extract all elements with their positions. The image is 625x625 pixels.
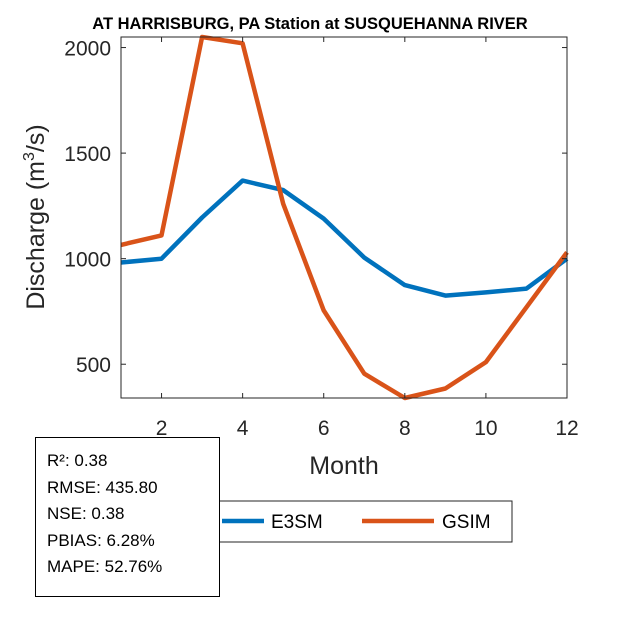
y-axis: 500 1000 1500 2000 [64,38,567,377]
x-tick-label: 10 [474,417,497,440]
plot-area [121,37,567,398]
chart-title: AT HARRISBURG, PA Station at SUSQUEHANNA… [92,15,528,33]
x-axis: 2 4 6 8 10 12 [156,37,579,440]
y-tick-label: 1500 [64,143,111,166]
x-tick-label: 6 [318,417,330,440]
y-tick-label: 500 [76,354,111,377]
stats-box: R²: 0.38 RMSE: 435.80 NSE: 0.38 PBIAS: 6… [35,437,220,597]
x-tick-label: 4 [237,417,249,440]
y-axis-label: Discharge (m3/s) [21,124,50,309]
stat-mape: MAPE: 52.76% [47,557,163,577]
legend: E3SM GSIM [214,500,513,543]
series-line-e3sm [120,178,569,298]
legend-label-e3sm: E3SM [271,512,323,533]
x-axis-label: Month [309,452,378,480]
series-layer [120,34,569,401]
legend-label-gsim: GSIM [442,512,491,533]
stat-nse: NSE: 0.38 [47,504,125,524]
stat-pbias: PBIAS: 6.28% [47,530,155,550]
x-tick-label: 2 [156,417,168,440]
y-tick-label: 1000 [64,249,111,272]
stat-r2: R²: 0.38 [47,451,108,470]
stat-rmse: RMSE: 435.80 [47,477,158,497]
plot-frame [120,36,568,399]
y-tick-label: 2000 [64,38,111,61]
series-line-gsim [120,34,569,401]
x-tick-label: 12 [555,417,578,440]
x-tick-label: 8 [399,417,411,440]
